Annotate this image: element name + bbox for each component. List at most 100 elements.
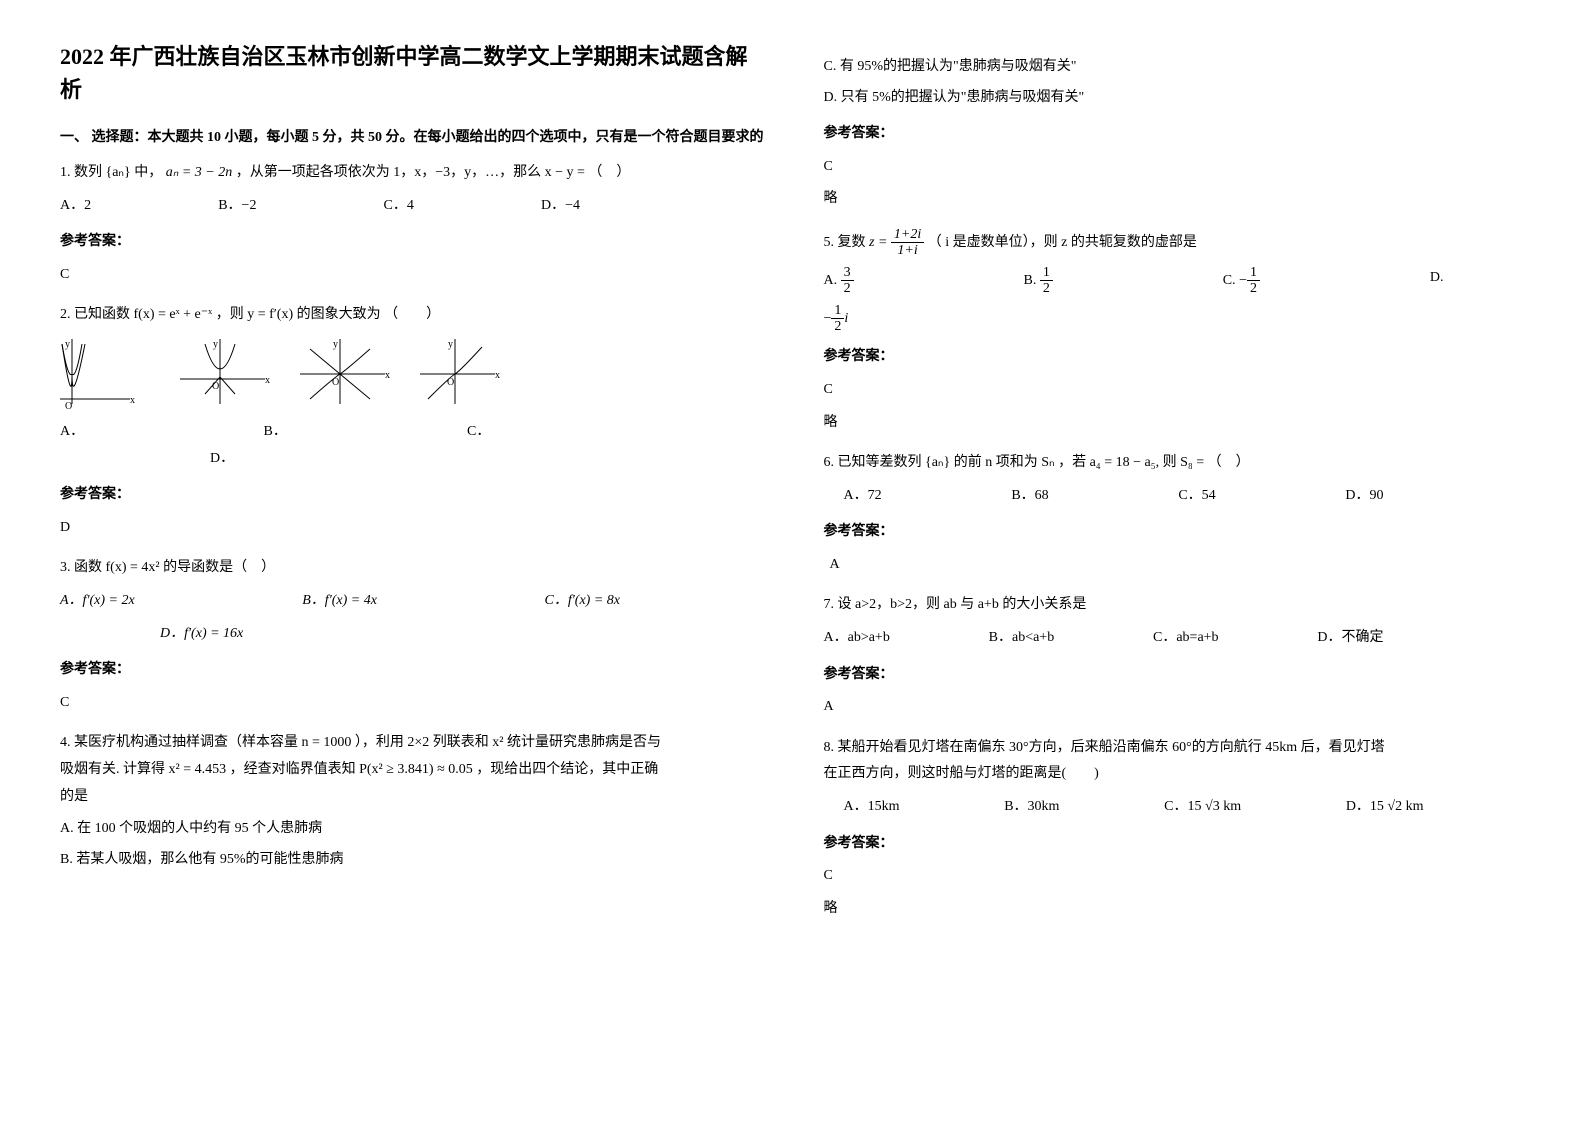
svg-text:y: y	[213, 339, 218, 350]
q7-opt-a: A．ab>a+b	[824, 625, 890, 652]
q5-answer: C	[824, 377, 1528, 404]
q6-opt-b: B．68	[1011, 483, 1048, 510]
question-4: 4. 某医疗机构通过抽样调查（样本容量 n = 1000 ），利用 2×2 列联…	[60, 730, 764, 873]
svg-text:O: O	[447, 377, 454, 388]
q1-answer-label: 参考答案：	[60, 229, 764, 256]
q2-option-labels: A． B． C． D．	[60, 419, 764, 472]
q4-stem-a: 4. 某医疗机构通过抽样调查（样本容量 n = 1000 ），利用 2×2 列联…	[60, 730, 764, 757]
q5-opt-d: D.	[1430, 265, 1444, 297]
q4-opt-b: B. 若某人吸烟，那么他有 95%的可能性患肺病	[60, 847, 764, 874]
question-6: 6. 已知等差数列 {aₙ} 的前 n 项和为 Sₙ ，若 a₄ = 18 − …	[824, 450, 1528, 578]
q2-opt-d: D．	[210, 451, 234, 466]
q4-options: A. 在 100 个吸烟的人中约有 95 个人患肺病 B. 若某人吸烟，那么他有…	[60, 816, 764, 873]
svg-text:O: O	[332, 377, 339, 388]
svg-text:x: x	[130, 395, 135, 406]
question-2: 2. 已知函数 f(x) = eˣ + e⁻ˣ ，则 y = f′(x) 的图象…	[60, 302, 764, 541]
q3-opt-b: B．f′(x) = 4x	[302, 588, 377, 615]
document-title: 2022 年广西壮族自治区玉林市创新中学高二数学文上学期期末试题含解析	[60, 40, 764, 106]
q2-opt-a: A．	[60, 419, 260, 446]
q8-opt-a: A．15km	[844, 794, 900, 821]
q7-opt-d: D．不确定	[1317, 625, 1383, 652]
q3-opt-c: C．f′(x) = 8x	[545, 588, 621, 615]
q8-opt-b: B．30km	[1004, 794, 1059, 821]
q8-note: 略	[824, 896, 1528, 923]
q2-stem: 2. 已知函数 f(x) = eˣ + e⁻ˣ ，则 y = f′(x) 的图象…	[60, 302, 764, 329]
q4-note: 略	[824, 186, 1528, 213]
q7-answer-label: 参考答案：	[824, 662, 1528, 689]
q5-stem-pre: 5. 复数	[824, 235, 870, 250]
q5-opt-b: B. 12	[1024, 265, 1053, 297]
q4-stem-c: 的是	[60, 784, 764, 811]
question-3: 3. 函数 f(x) = 4x² 的导函数是（ ） A．f′(x) = 2x B…	[60, 555, 764, 716]
question-8: 8. 某船开始看见灯塔在南偏东 30°方向，后来船沿南偏东 60°的方向航行 4…	[824, 735, 1528, 923]
q8-options: A．15km B．30km C．15 √3 km D．15 √2 km	[844, 794, 1424, 821]
q4-options-cont: C. 有 95%的把握认为"患肺病与吸烟有关" D. 只有 5%的把握认为"患肺…	[824, 54, 1528, 111]
question-7: 7. 设 a>2，b>2，则 ab 与 a+b 的大小关系是 A．ab>a+b …	[824, 592, 1528, 720]
left-column: 2022 年广西壮族自治区玉林市创新中学高二数学文上学期期末试题含解析 一、 选…	[60, 40, 764, 936]
q5-opt-a: A. 32	[824, 265, 854, 297]
q4-answer-label: 参考答案：	[824, 121, 1528, 148]
q3-stem: 3. 函数 f(x) = 4x² 的导函数是（ ）	[60, 555, 764, 582]
svg-text:x: x	[265, 375, 270, 386]
q2-graph-b: xyO	[180, 339, 260, 409]
q5-stem-post: （ i 是虚数单位），则 z 的共轭复数的虚部是	[928, 235, 1197, 250]
q8-stem-a: 8. 某船开始看见灯塔在南偏东 30°方向，后来船沿南偏东 60°的方向航行 4…	[824, 735, 1528, 762]
q8-stem-b: 在正西方向，则这时船与灯塔的距离是( )	[824, 761, 1528, 788]
q3-opt-d: D．f′(x) = 16x	[160, 626, 243, 641]
q1-stem-post: ，从第一项起各项依次为 1，x，−3，y，…，那么 x − y = （ ）	[236, 165, 631, 180]
question-5: 5. 复数 z = 1+2i1+i （ i 是虚数单位），则 z 的共轭复数的虚…	[824, 227, 1528, 436]
svg-text:y: y	[65, 339, 70, 350]
q1-answer: C	[60, 262, 764, 289]
svg-text:O: O	[65, 401, 72, 412]
q1-opt-b: B．−2	[218, 193, 256, 220]
q8-opt-c: C．15 √3 km	[1164, 794, 1241, 821]
q7-stem: 7. 设 a>2，b>2，则 ab 与 a+b 的大小关系是	[824, 592, 1528, 619]
q4-opt-c: C. 有 95%的把握认为"患肺病与吸烟有关"	[824, 54, 1528, 81]
svg-text:x: x	[495, 370, 500, 381]
q7-options: A．ab>a+b B．ab<a+b C．ab=a+b D．不确定	[824, 625, 1384, 652]
q5-note: 略	[824, 410, 1528, 437]
q5-options: A. 32 B. 12 C. −12 D.	[824, 265, 1444, 297]
q5-formula: z = 1+2i1+i	[869, 235, 924, 250]
svg-text:y: y	[333, 339, 338, 350]
q1-opt-a: A．2	[60, 193, 91, 220]
q6-stem: 6. 已知等差数列 {aₙ} 的前 n 项和为 Sₙ ，若 a₄ = 18 − …	[824, 450, 1528, 477]
q3-opt-a: A．f′(x) = 2x	[60, 588, 135, 615]
question-4-cont: C. 有 95%的把握认为"患肺病与吸烟有关" D. 只有 5%的把握认为"患肺…	[824, 54, 1528, 213]
q3-options-row1: A．f′(x) = 2x B．f′(x) = 4x C．f′(x) = 8x	[60, 588, 620, 615]
q2-graph-a: x y O	[60, 339, 140, 409]
q1-opt-d: D．−4	[541, 193, 580, 220]
q5-answer-label: 参考答案：	[824, 344, 1528, 371]
q6-opt-a: A．72	[844, 483, 882, 510]
q2-answer-label: 参考答案：	[60, 482, 764, 509]
q5-opt-d-value: −12i	[824, 303, 1528, 335]
q2-graph-c: xyO	[300, 339, 380, 409]
q1-opt-c: C．4	[384, 193, 414, 220]
q6-opt-d: D．90	[1345, 483, 1383, 510]
q6-answer-label: 参考答案：	[824, 519, 1528, 546]
q2-opt-b: B．	[264, 419, 464, 446]
q2-graph-d: xyO	[420, 339, 500, 409]
q2-graphs: xyO xyO xyO xyO	[60, 339, 764, 409]
q3-answer: C	[60, 690, 764, 717]
svg-text:O: O	[212, 381, 219, 392]
q8-answer: C	[824, 863, 1528, 890]
q3-options-row2: D．f′(x) = 16x	[160, 621, 764, 648]
q8-answer-label: 参考答案：	[824, 831, 1528, 858]
q1-formula: aₙ = 3 − 2n	[166, 165, 232, 180]
q4-answer: C	[824, 154, 1528, 181]
q7-opt-c: C．ab=a+b	[1153, 625, 1219, 652]
q8-opt-d: D．15 √2 km	[1346, 794, 1424, 821]
q4-opt-d: D. 只有 5%的把握认为"患肺病与吸烟有关"	[824, 85, 1528, 112]
section-heading: 一、 选择题：本大题共 10 小题，每小题 5 分，共 50 分。在每小题给出的…	[60, 126, 764, 146]
page: 2022 年广西壮族自治区玉林市创新中学高二数学文上学期期末试题含解析 一、 选…	[60, 40, 1527, 936]
q1-stem-pre: 1. 数列 {aₙ} 中，	[60, 165, 162, 180]
q7-answer: A	[824, 694, 1528, 721]
q1-options: A．2 B．−2 C．4 D．−4	[60, 193, 580, 220]
q6-options: A．72 B．68 C．54 D．90	[844, 483, 1384, 510]
q4-stem-b: 吸烟有关. 计算得 x² = 4.453 ，经查对临界值表知 P(x² ≥ 3.…	[60, 757, 764, 784]
question-1: 1. 数列 {aₙ} 中， aₙ = 3 − 2n ，从第一项起各项依次为 1，…	[60, 160, 764, 288]
q6-answer: A	[830, 552, 1528, 579]
svg-text:x: x	[385, 370, 390, 381]
q2-opt-c: C．	[467, 424, 490, 439]
